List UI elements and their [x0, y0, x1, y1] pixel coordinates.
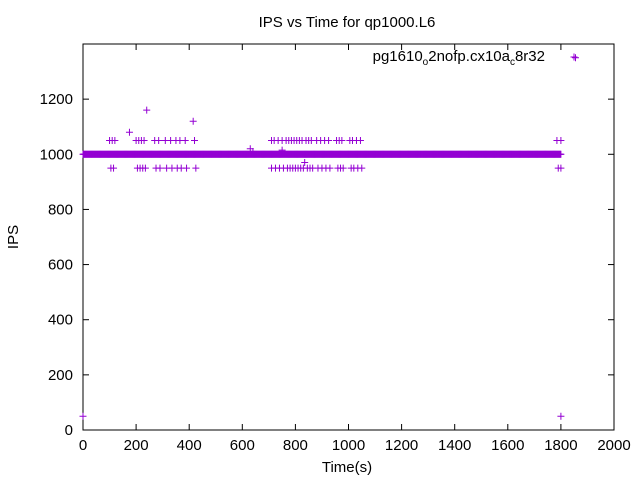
data-point	[338, 137, 346, 144]
x-tick-label: 1000	[332, 437, 365, 454]
data-point	[79, 412, 87, 420]
x-axis-label: Time(s)	[322, 459, 372, 476]
y-tick-label: 200	[48, 367, 73, 384]
data-point	[301, 159, 309, 167]
legend-label-subscript: o	[423, 57, 429, 68]
x-tick-label: 1800	[544, 437, 577, 454]
data-point	[189, 117, 197, 125]
data-point	[125, 128, 133, 136]
data-point	[326, 164, 334, 172]
x-tick-label: 1400	[438, 437, 471, 454]
data-point	[557, 164, 565, 172]
data-point	[192, 164, 200, 172]
legend-marker	[570, 53, 578, 61]
data-point	[278, 146, 286, 154]
y-tick-label: 600	[48, 257, 73, 274]
data-point	[110, 164, 118, 172]
data-point	[191, 137, 199, 144]
data-point	[181, 137, 189, 144]
data-point	[570, 53, 578, 61]
data-point	[140, 137, 148, 144]
data-point	[557, 137, 565, 144]
data-point	[249, 148, 257, 156]
data-point	[155, 137, 163, 144]
data-point	[557, 412, 565, 420]
x-tick-label: 0	[79, 437, 87, 454]
y-tick-label: 400	[48, 312, 73, 329]
data-point	[557, 150, 565, 158]
axis-ticks: 0 200 400 600 800 1000 1200 1400 1600 1800 2000 0 20…	[40, 44, 631, 454]
legend: pg1610o2nofp.cx10ac8r32	[373, 48, 578, 68]
x-tick-label: 200	[124, 437, 149, 454]
y-axis-label: IPS	[5, 225, 22, 249]
data-points	[79, 54, 580, 420]
x-tick-label: 1600	[491, 437, 524, 454]
legend-label: pg1610o2nofp.cx10ac8r32	[373, 48, 545, 68]
data-point	[111, 137, 119, 144]
y-tick-label: 0	[65, 422, 73, 439]
y-tick-label: 1200	[40, 91, 73, 108]
data-point	[183, 164, 191, 172]
data-point	[143, 106, 151, 114]
x-tick-label: 2000	[597, 437, 630, 454]
data-point	[325, 137, 333, 144]
legend-label-part: pg1610	[373, 48, 423, 65]
data-point	[356, 137, 364, 144]
data-point	[572, 54, 580, 62]
chart-title: IPS vs Time for qp1000.L6	[259, 14, 436, 31]
x-tick-label: 400	[177, 437, 202, 454]
legend-label-subscript: c	[510, 57, 515, 68]
y-tick-label: 1000	[40, 146, 73, 163]
data-point	[156, 164, 164, 172]
legend-label-part: 2nofp.cx10a	[428, 48, 510, 65]
x-tick-label: 1200	[385, 437, 418, 454]
data-point	[339, 164, 347, 172]
x-tick-label: 600	[230, 437, 255, 454]
data-point	[358, 164, 366, 172]
y-tick-label: 800	[48, 201, 73, 218]
legend-label-part: 8r32	[515, 48, 545, 65]
data-point	[141, 164, 149, 172]
x-tick-label: 800	[283, 437, 308, 454]
